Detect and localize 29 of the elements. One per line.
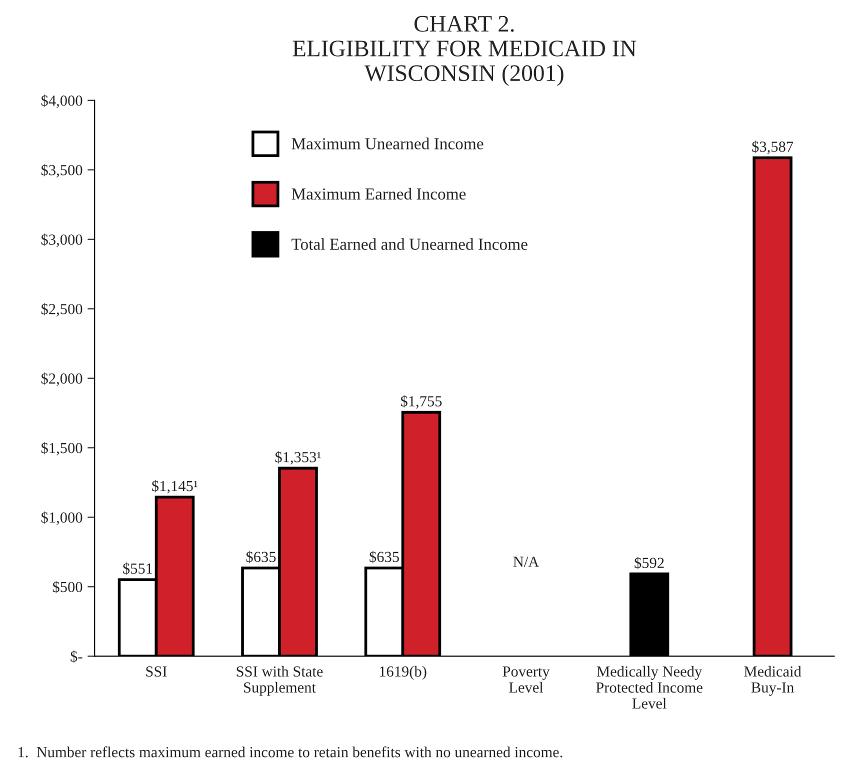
y-tick-label: $1,500 bbox=[41, 442, 82, 456]
legend-label: Total Earned and Unearned Income bbox=[292, 238, 528, 250]
data-label: $1,145¹ bbox=[152, 480, 198, 494]
x-tick-label: SSI with State Supplement bbox=[236, 666, 323, 696]
x-tick-label: 1619(b) bbox=[380, 666, 426, 680]
y-tick-label: $- bbox=[70, 650, 82, 663]
data-label: $1,353¹ bbox=[275, 451, 321, 465]
y-tick-label: $3,500 bbox=[41, 164, 82, 178]
y-tick-label: $2,500 bbox=[41, 303, 82, 316]
legend-label: Maximum Earned Income bbox=[292, 188, 466, 200]
y-tick-label: $4,000 bbox=[41, 94, 82, 108]
y-tick-label: $2,000 bbox=[41, 372, 82, 386]
data-label: $1,755 bbox=[400, 395, 442, 409]
text: 1. Number reflects maximum earned income to retain benefits with no unearned income. bbox=[18, 746, 562, 758]
annotation: N/A bbox=[513, 556, 540, 567]
legend-label: Maximum Unearned Income bbox=[292, 138, 484, 150]
data-label: $635 bbox=[246, 550, 276, 564]
data-label: $635 bbox=[370, 550, 399, 564]
data-label: $592 bbox=[634, 556, 664, 570]
chart-title: CHART 2. ELIGIBILITY FOR MEDICAID IN WISCONSIN (2001) bbox=[292, 16, 636, 86]
y-tick-label: $1,000 bbox=[41, 511, 82, 525]
y-tick-label: $3,000 bbox=[41, 234, 82, 247]
x-tick-label: Medicaid Buy-In bbox=[744, 666, 802, 696]
data-label: $3,587 bbox=[752, 140, 794, 154]
x-tick-label: SSI bbox=[146, 666, 167, 677]
x-tick-label: Poverty Level bbox=[502, 666, 550, 693]
x-tick-label: Medically Needy Protected Income Level bbox=[596, 666, 702, 709]
y-tick-label: $500 bbox=[52, 580, 82, 594]
data-label: $551 bbox=[123, 562, 152, 575]
